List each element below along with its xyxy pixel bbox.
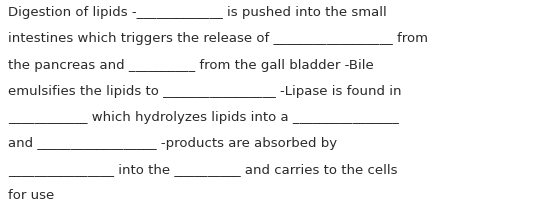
Text: ________________ into the __________ and carries to the cells: ________________ into the __________ and… (8, 163, 398, 176)
Text: the pancreas and __________ from the gall bladder -Bile: the pancreas and __________ from the gal… (8, 59, 374, 71)
Text: and __________________ -products are absorbed by: and __________________ -products are abs… (8, 137, 338, 150)
Text: intestines which triggers the release of __________________ from: intestines which triggers the release of… (8, 32, 429, 45)
Text: ____________ which hydrolyzes lipids into a ________________: ____________ which hydrolyzes lipids int… (8, 111, 399, 124)
Text: Digestion of lipids -_____________ is pushed into the small: Digestion of lipids -_____________ is pu… (8, 6, 387, 19)
Text: emulsifies the lipids to _________________ -Lipase is found in: emulsifies the lipids to _______________… (8, 85, 402, 98)
Text: for use: for use (8, 189, 55, 202)
